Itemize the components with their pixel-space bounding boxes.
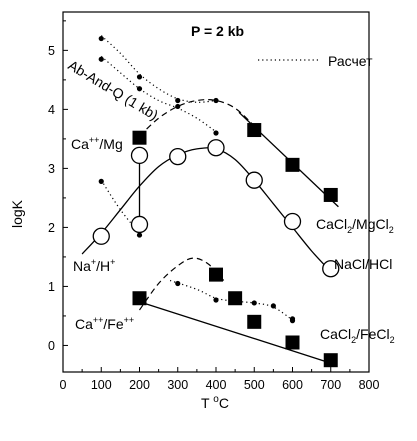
x-axis-title-degree: o [213, 394, 219, 405]
point-square-cacl2-mgcl2 [132, 130, 147, 145]
point-dot-calc-lower [213, 130, 219, 136]
annotation-cacl2-fecl2: CaCl2/FeCl2 [320, 326, 395, 345]
y-tick-label: 3 [48, 162, 55, 176]
point-circle-nacl-hcl [130, 146, 149, 165]
plot-layer [81, 35, 340, 368]
y-tick-label: 2 [48, 221, 55, 235]
annotation-nacl-hcl: NaCl/HCl [334, 256, 392, 272]
point-circle-nacl-hcl [130, 215, 149, 234]
series-curve-ab-and-q-1-kb [139, 99, 255, 137]
text-layer: P = 2 kb logK T oC Расчет Ab-And-Q (1 kb… [9, 23, 395, 411]
x-tick-label: 600 [282, 378, 303, 392]
point-dot-calc-ca-fe [270, 303, 276, 309]
point-dot-calc-ca-fe [175, 280, 181, 287]
ca-fe-sup: ++ [93, 315, 104, 325]
x-axis-title: T oC [201, 394, 229, 411]
ca-fe-base: Ca [75, 316, 93, 332]
x-tick-label: 700 [320, 378, 341, 392]
point-square-cacl2-mgcl2 [247, 123, 262, 138]
annotation-na-h: Na+/H+ [73, 257, 115, 274]
ca-fe-sup2: ++ [124, 315, 135, 325]
series-curve-calc-upper [100, 35, 217, 103]
point-square-cacl2-mgcl2 [285, 157, 300, 172]
annotation-ca-fe: Ca++/Fe++ [75, 315, 134, 332]
series-curve-calc-lower [100, 55, 217, 133]
point-square-cacl2-fecl2 [132, 291, 147, 306]
point-square-cacl2-fecl2 [228, 291, 243, 306]
point-square-cacl2-mgcl2 [323, 187, 338, 202]
na-h-mid: /H [96, 258, 110, 274]
point-dot-calc-na-h [98, 178, 104, 184]
point-square-cacl2-fecl2 [323, 353, 338, 368]
point-dot-calc-lower [136, 86, 143, 92]
na-h-sup2: + [110, 257, 115, 267]
x-tick-label: 100 [91, 378, 112, 392]
na-h-sup: + [91, 257, 96, 267]
point-circle-nacl-hcl [283, 212, 302, 231]
point-square-cacl2-fecl2 [285, 335, 300, 350]
ca-fe-mid: /Fe [103, 316, 123, 332]
y-tick-label: 1 [48, 280, 55, 294]
point-dot-calc-ca-fe [251, 300, 257, 306]
point-circle-nacl-hcl [92, 227, 110, 245]
x-tick-label: 0 [60, 378, 67, 392]
y-tick-label: 0 [48, 339, 55, 353]
y-axis-title: logK [9, 199, 25, 228]
ca-mg-base: Ca [71, 136, 89, 152]
point-circle-nacl-hcl [322, 260, 340, 278]
annotation-ca-mg: Ca++/Mg [71, 135, 123, 152]
legend-label: Расчет [328, 53, 373, 69]
ticks-layer: 0 100 200 300 400 500 600 700 800 0 1 2 3 4 5 [48, 20, 380, 392]
series-curve-ca-fe-dashed [139, 257, 225, 311]
x-tick-label: 500 [244, 378, 265, 392]
cacl2-fecl2-s2: 2 [390, 335, 395, 345]
point-circle-nacl-hcl [245, 171, 263, 189]
y-tick-label: 4 [48, 103, 55, 117]
x-axis-title-text: T [201, 395, 210, 411]
cacl2-mgcl2-b: /MgCl [352, 216, 389, 232]
annotation-ab-and-q: Ab-And-Q (1 kb) [65, 57, 161, 123]
x-tick-label: 800 [359, 378, 380, 392]
point-circle-nacl-hcl [169, 147, 187, 166]
point-dot-calc-ca-fe [213, 297, 219, 303]
series-fit-line-cacl2-fecl2 [143, 302, 335, 365]
cacl2-mgcl2-s1: 2 [347, 225, 352, 235]
point-dot-calc-ca-fe [289, 318, 296, 324]
x-axis-title-unit: C [219, 395, 229, 411]
point-square-cacl2-fecl2 [247, 314, 262, 329]
ca-mg-tail: /Mg [99, 136, 122, 152]
point-square-cacl2-fecl2 [209, 267, 223, 282]
cacl2-fecl2-s1: 2 [351, 335, 356, 345]
point-dot-calc-na-h [136, 232, 143, 238]
x-tick-label: 200 [129, 378, 150, 392]
x-tick-label: 400 [206, 378, 227, 392]
cacl2-fecl2-a: CaCl [320, 326, 351, 342]
point-dot-calc-upper [213, 97, 219, 104]
point-dot-calc-upper [136, 74, 143, 80]
x-tick-label: 300 [167, 378, 188, 392]
y-tick-label: 5 [48, 44, 55, 58]
annotation-cacl2-mgcl2: CaCl2/MgCl2 [316, 216, 394, 235]
ca-mg-sup: ++ [89, 135, 100, 145]
point-dot-calc-upper [98, 35, 104, 42]
cacl2-mgcl2-s2: 2 [389, 225, 394, 235]
point-dot-calc-lower [98, 56, 104, 62]
cacl2-mgcl2-a: CaCl [316, 216, 347, 232]
point-dot-calc-upper [175, 97, 181, 104]
na-h-base: Na [73, 258, 91, 274]
cacl2-fecl2-b: /FeCl [356, 326, 389, 342]
chart-title: P = 2 kb [191, 23, 244, 39]
point-circle-nacl-hcl [207, 139, 225, 157]
point-dot-calc-lower [175, 103, 181, 110]
